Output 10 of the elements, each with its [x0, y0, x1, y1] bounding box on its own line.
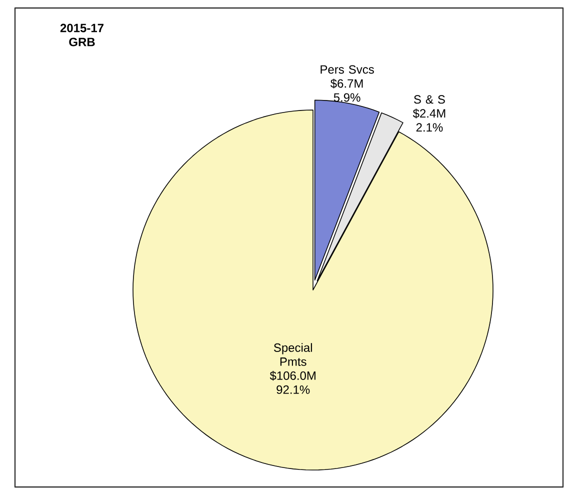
data-label: $106.0M [270, 370, 316, 381]
chart-title: 2015-17 GRB [60, 24, 104, 46]
slice-label: Special Pmts [274, 343, 312, 366]
text: 2.1% [416, 123, 443, 132]
slice-label: S & S [414, 95, 445, 104]
slice-label: Pers Svcs [320, 65, 374, 74]
data-label: $2.4M [412, 108, 446, 118]
text: 92.1% [276, 385, 310, 394]
data-label: $6.7M [330, 78, 363, 88]
text: 5.9% [334, 93, 360, 102]
